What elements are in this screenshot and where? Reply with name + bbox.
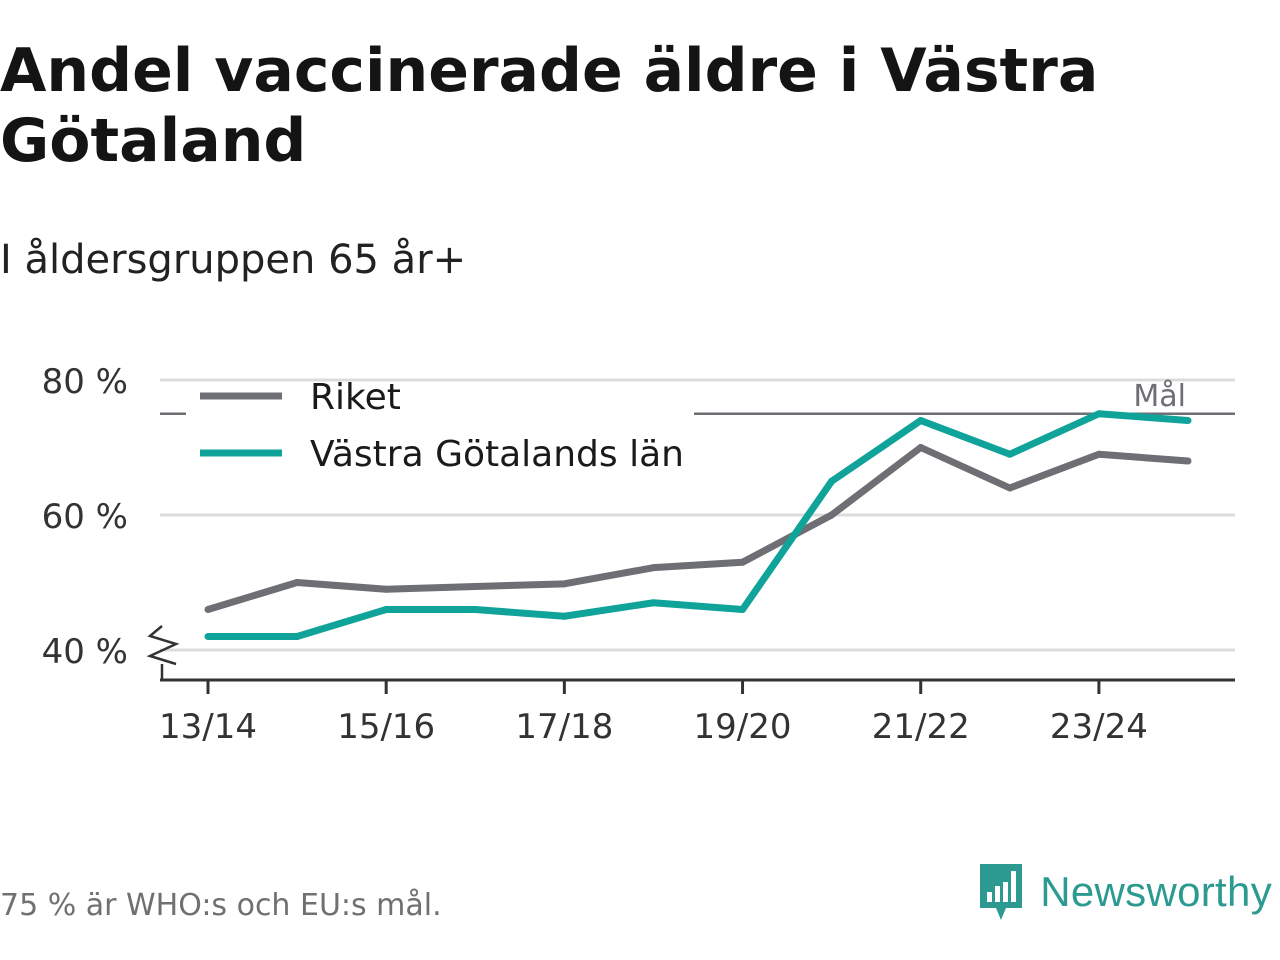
x-tick-label: 19/20 <box>694 707 792 747</box>
data-point <box>1006 484 1014 492</box>
data-point <box>560 580 568 588</box>
data-point <box>293 579 301 586</box>
data-point <box>1095 450 1103 458</box>
data-point <box>471 606 479 613</box>
brand-logo: Newsworthy <box>976 862 1272 922</box>
x-tick-label: 23/24 <box>1050 707 1148 747</box>
data-point <box>1184 417 1192 424</box>
data-point <box>828 511 836 519</box>
data-point <box>1006 450 1014 458</box>
data-point <box>471 583 479 591</box>
footnote: 75 % är WHO:s och EU:s mål. <box>0 888 442 923</box>
data-point <box>293 633 301 640</box>
data-point <box>649 599 657 607</box>
y-tick-label: 80 % <box>42 362 128 402</box>
data-point <box>739 558 747 566</box>
data-point <box>917 417 925 424</box>
axis-break-icon <box>146 625 180 666</box>
line-chart: 40 % 60 % 80 % 13/14 15/16 17/18 19/20 21/22 23/… <box>42 362 1235 747</box>
y-tick-label: 40 % <box>42 632 128 672</box>
series-line <box>206 444 1189 613</box>
legend-label: Västra Götalands län <box>310 434 684 475</box>
chart-subtitle: I åldersgruppen 65 år+ <box>0 237 467 283</box>
data-point <box>204 633 212 640</box>
data-point <box>560 612 568 620</box>
data-point <box>649 564 657 572</box>
newsworthy-logo-icon <box>980 864 1023 920</box>
data-point <box>204 606 212 613</box>
data-point <box>382 585 390 593</box>
x-tick-label: 17/18 <box>515 707 613 747</box>
legend-label: Riket <box>310 377 401 418</box>
data-point <box>1095 410 1103 418</box>
target-label: Mål <box>1133 379 1186 414</box>
data-point <box>917 444 925 451</box>
y-tick-label: 60 % <box>42 497 128 537</box>
data-point <box>739 606 747 613</box>
x-tick-label: 21/22 <box>872 707 970 747</box>
data-point <box>1184 457 1192 465</box>
chart-title: Andel vaccinerade äldre i Västra Götalan… <box>0 36 1099 176</box>
x-tick-label: 15/16 <box>337 707 435 747</box>
x-tick-label: 13/14 <box>159 707 257 747</box>
series-line <box>208 410 1189 640</box>
data-point <box>382 606 390 613</box>
data-point <box>828 477 836 485</box>
brand-name: Newsworthy <box>1040 868 1272 915</box>
